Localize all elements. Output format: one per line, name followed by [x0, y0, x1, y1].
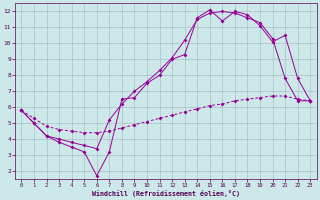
- X-axis label: Windchill (Refroidissement éolien,°C): Windchill (Refroidissement éolien,°C): [92, 190, 240, 197]
